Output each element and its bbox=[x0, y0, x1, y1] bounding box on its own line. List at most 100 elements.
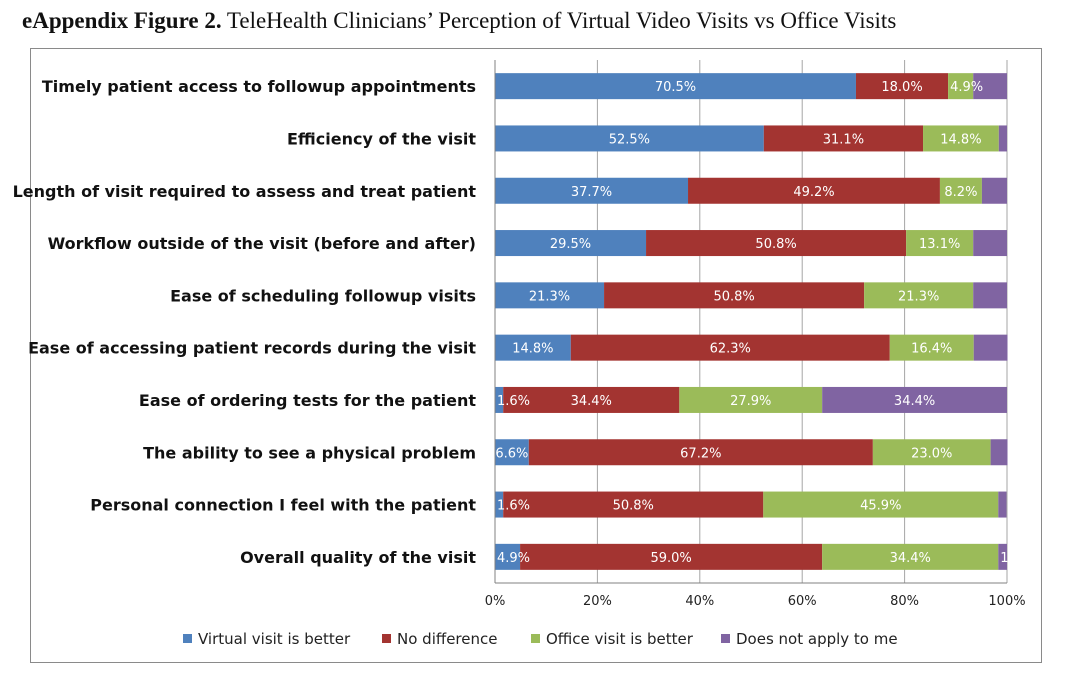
bar-segment bbox=[973, 230, 1007, 257]
data-label: 67.2% bbox=[680, 446, 721, 461]
legend-swatch bbox=[721, 634, 730, 643]
bar-segment bbox=[822, 386, 1007, 413]
x-tick-label: 60% bbox=[788, 594, 817, 609]
legend-label: Virtual visit is better bbox=[198, 630, 351, 648]
data-label: 13.1% bbox=[919, 237, 960, 252]
category-label: Length of visit required to assess and t… bbox=[13, 182, 477, 201]
x-tick-label: 40% bbox=[685, 594, 714, 609]
figure-caption: TeleHealth Clinicians’ Perception of Vir… bbox=[226, 8, 897, 33]
bar-segment bbox=[923, 125, 999, 152]
data-label: 50.8% bbox=[755, 237, 796, 252]
category-label: Personal connection I feel with the pati… bbox=[90, 496, 476, 515]
bar-segment bbox=[528, 439, 873, 466]
data-label: 49.2% bbox=[793, 185, 834, 200]
bar-segment bbox=[503, 491, 764, 518]
data-label: 14.8% bbox=[512, 342, 553, 357]
x-tick-label: 20% bbox=[583, 594, 612, 609]
bar-segment bbox=[981, 177, 1007, 204]
data-label: 1.6% bbox=[497, 394, 530, 409]
bar-segment bbox=[495, 125, 764, 152]
bar-segment bbox=[495, 439, 529, 466]
bar-segment bbox=[688, 177, 940, 204]
bar-segment bbox=[872, 439, 991, 466]
data-label: 1.7 bbox=[1000, 551, 1021, 566]
bar-segment bbox=[998, 491, 1007, 518]
legend-label: Does not apply to me bbox=[736, 630, 898, 648]
legend-swatch bbox=[382, 634, 391, 643]
data-label: 50.8% bbox=[613, 499, 654, 514]
data-label: 8.2% bbox=[944, 185, 977, 200]
bar-segment bbox=[495, 177, 689, 204]
data-label: 6.6% bbox=[495, 446, 528, 461]
bar-segment bbox=[604, 282, 865, 309]
bar-segment bbox=[503, 386, 680, 413]
bar-segment bbox=[495, 73, 856, 100]
data-label: 52.5% bbox=[609, 132, 650, 147]
data-label: 16.4% bbox=[911, 342, 952, 357]
data-label: 34.4% bbox=[894, 394, 935, 409]
bar-segment bbox=[570, 334, 890, 361]
bar-segment bbox=[939, 177, 982, 204]
category-label: Ease of scheduling followup visits bbox=[170, 286, 476, 305]
category-label: Efficiency of the visit bbox=[287, 129, 476, 148]
bar-segment bbox=[948, 73, 974, 100]
legend: Virtual visit is better No difference Offi… bbox=[183, 630, 898, 648]
legend-swatch bbox=[531, 634, 540, 643]
chart-frame bbox=[30, 48, 1042, 663]
bar-segment bbox=[864, 282, 974, 309]
data-label: 31.1% bbox=[823, 132, 864, 147]
bar-segment bbox=[763, 491, 999, 518]
category-label: Ease of ordering tests for the patient bbox=[139, 391, 476, 410]
data-label: 34.4% bbox=[571, 394, 612, 409]
bar-segment bbox=[679, 386, 823, 413]
data-label: 21.3% bbox=[529, 289, 570, 304]
data-label: 34.4% bbox=[890, 551, 931, 566]
bar-segment bbox=[855, 73, 949, 100]
bar-segment bbox=[998, 543, 1007, 570]
bar-segment bbox=[495, 334, 571, 361]
data-label: 50.8% bbox=[713, 289, 754, 304]
legend-label: No difference bbox=[397, 630, 497, 648]
bar-segment bbox=[973, 282, 1007, 309]
figure-label: eAppendix Figure 2. bbox=[22, 8, 222, 33]
data-label: 23.0% bbox=[911, 446, 952, 461]
data-label: 45.9% bbox=[860, 499, 901, 514]
category-label: Overall quality of the visit bbox=[240, 548, 476, 567]
legend-swatch bbox=[183, 634, 192, 643]
bar-segment bbox=[889, 334, 974, 361]
x-tick-label: 0% bbox=[485, 594, 506, 609]
bar-segment bbox=[906, 230, 974, 257]
category-label: Workflow outside of the visit (before an… bbox=[48, 234, 476, 253]
bar-segment bbox=[495, 543, 521, 570]
data-label: 27.9% bbox=[730, 394, 771, 409]
bar-segment bbox=[973, 73, 1007, 100]
figure-title: eAppendix Figure 2. TeleHealth Clinician… bbox=[22, 8, 1062, 34]
data-label: 70.5% bbox=[655, 80, 696, 95]
category-label: Timely patient access to followup appoin… bbox=[42, 77, 476, 96]
bar-segment bbox=[973, 334, 1008, 361]
bar-segment bbox=[495, 491, 504, 518]
bar-segment bbox=[646, 230, 907, 257]
data-label: 4.9% bbox=[497, 551, 530, 566]
data-label: 14.8% bbox=[940, 132, 981, 147]
data-label: 62.3% bbox=[710, 342, 751, 357]
data-label: 4.9% bbox=[950, 80, 983, 95]
x-tick-label: 100% bbox=[988, 594, 1025, 609]
data-label: 1.6% bbox=[497, 499, 530, 514]
data-label: 21.3% bbox=[898, 289, 939, 304]
data-label: 29.5% bbox=[550, 237, 591, 252]
bars-layer bbox=[495, 73, 1008, 570]
labels-layer: Timely patient access to followup appoin… bbox=[13, 77, 1021, 567]
bar-segment bbox=[495, 386, 504, 413]
category-label: Ease of accessing patient records during… bbox=[28, 339, 476, 358]
data-label: 37.7% bbox=[571, 185, 612, 200]
x-tick-label: 80% bbox=[890, 594, 919, 609]
bar-segment bbox=[763, 125, 924, 152]
bar-segment bbox=[822, 543, 999, 570]
legend-label: Office visit is better bbox=[546, 630, 694, 648]
bar-segment bbox=[495, 230, 647, 257]
data-label: 59.0% bbox=[650, 551, 691, 566]
bar-segment bbox=[998, 125, 1007, 152]
x-axis: 0% 20% 40% 60% 80% 100% bbox=[485, 60, 1026, 609]
